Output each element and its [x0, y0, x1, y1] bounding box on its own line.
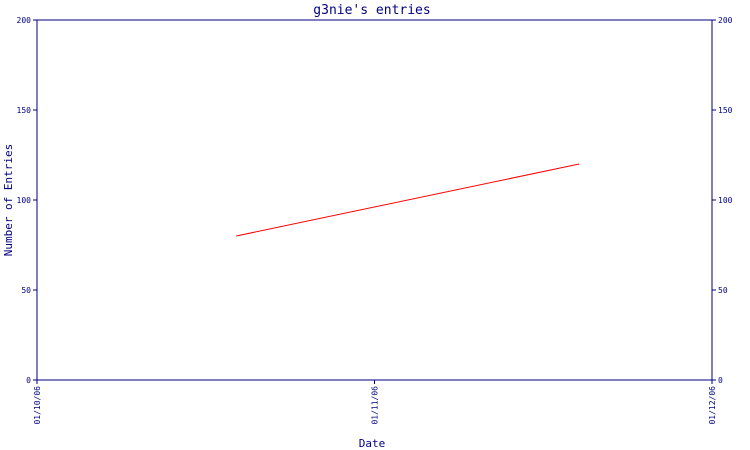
- x-axis-label: Date: [359, 437, 386, 450]
- y-tick-label-left: 100: [17, 196, 32, 205]
- y-tick-label-left: 0: [26, 376, 31, 385]
- x-tick-label: 01/11/06: [371, 386, 380, 425]
- y-tick-label-left: 150: [17, 106, 32, 115]
- y-tick-label-left: 50: [21, 286, 31, 295]
- y-axis-label: Number of Entries: [2, 144, 15, 257]
- y-tick-label-left: 200: [17, 16, 32, 25]
- series-line: [236, 163, 580, 237]
- y-tick-label-right: 100: [718, 196, 733, 205]
- chart-title: g3nie's entries: [313, 3, 430, 18]
- y-tick-label-right: 50: [718, 286, 728, 295]
- y-tick-label-right: 0: [718, 376, 723, 385]
- x-tick-label: 01/12/06: [708, 386, 717, 425]
- plot-frame: [36, 19, 713, 381]
- y-tick-label-right: 150: [718, 106, 733, 115]
- y-tick-label-right: 200: [718, 16, 733, 25]
- x-tick-label: 01/10/06: [33, 386, 42, 425]
